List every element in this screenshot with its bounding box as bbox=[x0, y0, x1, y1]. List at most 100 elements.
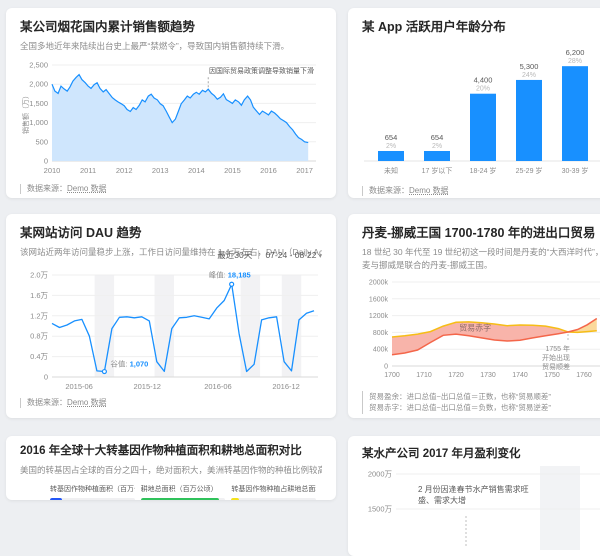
x-axis-tick: 2015 bbox=[224, 166, 241, 175]
valley-label: 谷值: 1,070 bbox=[110, 358, 148, 368]
trade-area-chart: 0 400k 800k 1200k 1600k 2000k 贸易赤字 1700 1710 1720… bbox=[362, 276, 600, 388]
table-row: 印度 10.8 175.4 6.2 bbox=[20, 498, 322, 500]
x-axis-tick: 2014 bbox=[188, 166, 205, 175]
highlight-band bbox=[540, 466, 580, 550]
chevron-down-icon: ▾ bbox=[318, 253, 322, 260]
row-label-country: 印度 bbox=[20, 498, 50, 500]
date-range-label: 最近30天 ｜ 07-24 - 08-22 bbox=[217, 250, 316, 260]
source-link[interactable]: Demo 数据 bbox=[409, 186, 449, 195]
x-axis-tick: 未知 bbox=[384, 166, 398, 175]
column-headers: 转基因作物种植面积（百万公顷） 耕地总面积（百万公顷） 转基因作物种植占耕地总面… bbox=[20, 484, 322, 494]
y-axis-tick: 1.2万 bbox=[30, 311, 48, 320]
x-axis-tick: 1720 bbox=[448, 372, 464, 379]
arable-area-bar: 175.4 bbox=[141, 498, 226, 500]
bar-value-label: 4,400 bbox=[474, 76, 493, 85]
source-link[interactable]: Demo 数据 bbox=[67, 398, 107, 407]
y-axis-tick: 0 bbox=[384, 363, 388, 370]
annotation-text: 因国际贸易政策调整导致销量下滑 bbox=[209, 66, 314, 75]
x-axis-tick: 1740 bbox=[512, 372, 528, 379]
x-axis-tick: 2012 bbox=[116, 166, 133, 175]
x-axis-tick: 25-29 岁 bbox=[516, 166, 543, 175]
bar-percent-label: 20% bbox=[476, 86, 490, 93]
column-header-percentage: 转基因作物种植占耕地总面积百分比（%） bbox=[231, 484, 316, 494]
valley-marker bbox=[102, 369, 106, 373]
data-source: 数据来源：Demo 数据 bbox=[20, 398, 322, 408]
gm-area-bar: 10.8 bbox=[50, 498, 135, 500]
y-axis-title: 销售额（万） bbox=[21, 92, 30, 134]
x-axis-tick: 17 岁以下 bbox=[422, 166, 453, 175]
card-title: 某网站访问 DAU 趋势 bbox=[20, 226, 322, 241]
bar-percent-label: 2% bbox=[432, 143, 442, 150]
annotation-text: 1755 年 bbox=[545, 343, 570, 352]
y-axis-tick: 2000万 bbox=[368, 469, 393, 478]
x-axis-tick: 1730 bbox=[480, 372, 496, 379]
card-title: 某水产公司 2017 年月盈利变化 bbox=[362, 448, 600, 462]
bar bbox=[516, 80, 542, 161]
card-monthly-profit: 某水产公司 2017 年月盈利变化 2000万 1500万 2 月份因逢春节水产销售… bbox=[348, 436, 600, 556]
card-trade-balance: 丹麦-挪威王国 1700-1780 年的进出口贸易 18 世纪 30 年代至 1… bbox=[348, 214, 600, 418]
source-label: 数据来源： bbox=[369, 186, 409, 195]
x-axis-tick: 2015-12 bbox=[133, 382, 161, 391]
y-axis-tick: 800k bbox=[373, 329, 389, 336]
bar-value-label: 5,300 bbox=[520, 62, 539, 71]
column-header-gm-area: 转基因作物种植面积（百万公顷） bbox=[50, 484, 135, 494]
date-range-selector[interactable]: 最近30天 ｜ 07-24 - 08-22▾ bbox=[217, 249, 322, 261]
y-axis-tick: 500 bbox=[35, 137, 48, 146]
card-title: 丹麦-挪威王国 1700-1780 年的进出口贸易 bbox=[362, 226, 600, 241]
column-header-arable-area: 耕地总面积（百万公顷） bbox=[141, 484, 226, 494]
x-axis-tick: 1750 bbox=[544, 372, 560, 379]
card-title: 2016 年全球十大转基因作物种植面积和耕地总面积对比 bbox=[20, 445, 322, 459]
y-axis-tick: 1,500 bbox=[29, 99, 48, 108]
y-axis-tick: 1,000 bbox=[29, 118, 48, 127]
y-axis-tick: 0.4万 bbox=[30, 352, 48, 361]
y-axis-tick: 2,000 bbox=[29, 79, 48, 88]
bar-percent-label: 28% bbox=[568, 58, 582, 65]
source-link[interactable]: Demo 数据 bbox=[67, 184, 107, 193]
y-axis-tick: 400k bbox=[373, 346, 389, 353]
x-axis-tick: 2010 bbox=[44, 166, 61, 175]
y-axis-tick: 2,500 bbox=[29, 60, 48, 69]
x-axis-tick: 1710 bbox=[416, 372, 432, 379]
y-axis-tick: 2000k bbox=[369, 279, 389, 286]
percentage-bar: 6.2 bbox=[231, 498, 316, 500]
peak-marker bbox=[230, 282, 234, 286]
bar-value-label: 6,200 bbox=[566, 48, 585, 57]
x-axis-tick: 1760 bbox=[576, 372, 592, 379]
data-source: 数据来源：Demo 数据 bbox=[20, 184, 322, 194]
data-source: 数据来源：Demo 数据 bbox=[362, 186, 600, 196]
card-title: 某 App 活跃用户年龄分布 bbox=[362, 20, 600, 35]
x-axis-tick: 18-24 岁 bbox=[470, 166, 497, 175]
x-axis-tick: 2016-06 bbox=[204, 382, 232, 391]
footnote-surplus: 贸易盈余：进口总值−出口总值＝正数，也称“贸易顺差” bbox=[369, 391, 600, 403]
y-axis-tick: 1200k bbox=[369, 313, 389, 320]
card-subtitle: 美国的转基因占全球的百分之四十，绝对面积大，美洲转基因作物的种植比例较高。 bbox=[20, 464, 322, 477]
annotation-text: 2 月份因逢春节水产销售需求旺 bbox=[418, 484, 529, 494]
bar bbox=[378, 151, 404, 161]
footnote-deficit: 贸易赤字：进口总值−出口总值＝负数，也称“贸易逆差” bbox=[369, 402, 600, 414]
y-axis-tick: 0.8万 bbox=[30, 331, 48, 340]
y-axis-tick: 1600k bbox=[369, 296, 389, 303]
card-dau-trend: 某网站访问 DAU 趋势 该网站近两年访问量稳步上涨，工作日访问量维持在 1.4… bbox=[6, 214, 336, 418]
y-axis-tick: 0 bbox=[44, 156, 48, 165]
source-label: 数据来源： bbox=[27, 398, 67, 407]
x-axis-tick: 30-39 岁 bbox=[562, 166, 589, 175]
bar-value-label: 654 bbox=[385, 133, 398, 142]
bar bbox=[470, 94, 496, 161]
y-axis-tick: 2.0万 bbox=[30, 270, 48, 279]
annotation-text: 开始出现 bbox=[542, 352, 570, 361]
deficit-label: 贸易赤字 bbox=[459, 322, 491, 332]
series-line bbox=[52, 284, 314, 371]
y-axis-tick: 1500万 bbox=[368, 504, 393, 513]
x-axis-tick: 1700 bbox=[384, 372, 400, 379]
annotation-text: 盛、需求大增 bbox=[418, 495, 466, 505]
card-gm-crops: 2016 年全球十大转基因作物种植面积和耕地总面积对比 美国的转基因占全球的百分… bbox=[6, 436, 336, 500]
weekend-band bbox=[241, 275, 260, 377]
annotation-text: 贸易顺差 bbox=[542, 361, 570, 370]
card-fireworks-sales: 某公司烟花国内累计销售额趋势 全国多地近年来陆续出台史上最严“禁燃令”，导致国内… bbox=[6, 8, 336, 198]
card-subtitle: 18 世纪 30 年代至 19 世纪初这一段时间是丹麦的“大西洋时代”，由于这段… bbox=[362, 246, 600, 272]
x-axis-tick: 2013 bbox=[152, 166, 169, 175]
x-axis-tick: 2016-12 bbox=[272, 382, 300, 391]
